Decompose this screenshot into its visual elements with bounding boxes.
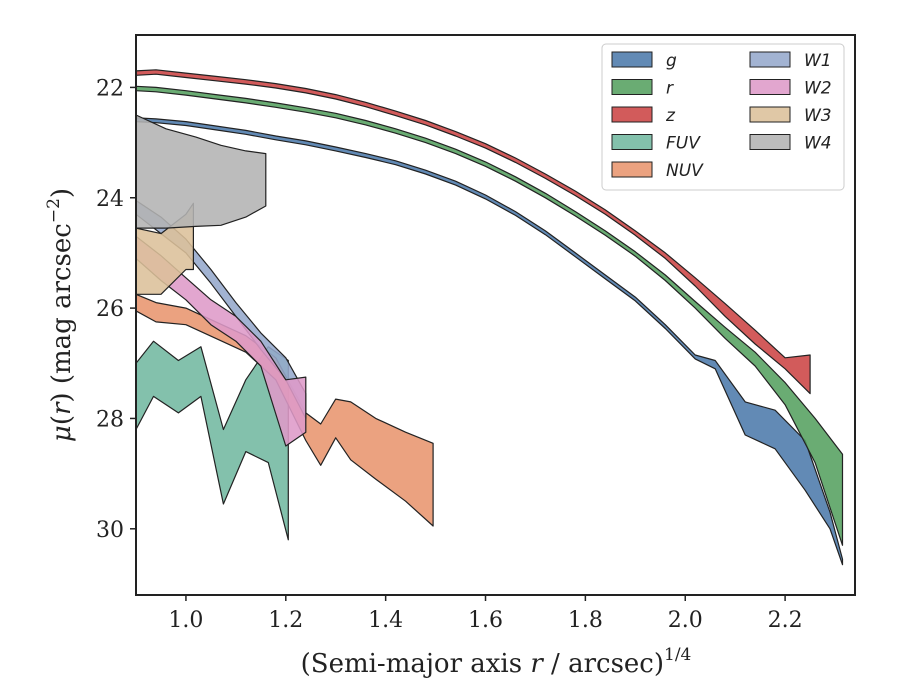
legend-swatch-w3 (749, 106, 791, 123)
x-axis-label-post: / arcsec) (543, 649, 664, 679)
series-layer (136, 69, 844, 566)
y-tick-label: 22 (96, 76, 124, 101)
x-tick-label: 1.6 (468, 608, 503, 633)
legend: grz FUV NUV W1 W2 W3 W4 (601, 43, 845, 191)
legend-label-fuv: FUV (666, 134, 701, 154)
legend-label-g: g (666, 51, 677, 71)
y-axis-label-var: r (47, 401, 77, 415)
y-axis-label-unit: (mag arcsec (47, 223, 77, 392)
plot-frame (135, 34, 856, 596)
legend-swatch-z (611, 106, 653, 123)
x-axis-label-pre: (Semi-major axis (301, 649, 531, 679)
legend-swatch-w4 (749, 134, 791, 150)
legend-swatch-fuv (611, 134, 653, 150)
legend-label-z: z (665, 106, 676, 126)
legend-label-w4: W4 (804, 134, 832, 154)
x-axis-label-var: r (530, 649, 544, 679)
legend-label-nuv: NUV (666, 161, 704, 181)
y-axis-label-mu: μ (47, 425, 77, 442)
legend-swatch-nuv (611, 161, 653, 178)
legend-swatch-w2 (749, 79, 791, 95)
x-axis-label: (Semi-major axis r / arcsec)1/4 (301, 645, 692, 679)
y-axis-label-exponent: −2 (44, 198, 64, 223)
y-axis-label: μ(r) (mag arcsec−2) (44, 188, 77, 442)
series-band-r (136, 85, 844, 546)
y-tick-label: 24 (96, 187, 124, 212)
y-tick-label: 26 (96, 297, 124, 322)
series-band-z (136, 69, 811, 395)
series-band-w4 (136, 114, 267, 229)
y-axis-label-close: ) (47, 392, 77, 402)
legend-swatch-w1 (749, 51, 791, 68)
y-axis-label-open: ( (47, 415, 77, 425)
y-tick-label: 28 (96, 407, 124, 432)
axis-ticks: 1.0 1.2 1.4 1.6 1.8 2.0 2.2 22 24 26 28 30 (96, 76, 803, 633)
x-tick-label: 1.8 (568, 608, 603, 633)
x-tick-label: 2.2 (768, 608, 803, 633)
y-axis-label-end: ) (47, 188, 77, 198)
legend-swatch-r (611, 79, 653, 95)
series-band-w2 (136, 235, 307, 447)
legend-label-r: r (666, 79, 674, 99)
legend-label-w2: W2 (804, 79, 832, 99)
x-tick-label: 1.0 (168, 608, 203, 633)
x-axis-label-exponent: 1/4 (664, 645, 691, 665)
y-tick-label: 30 (96, 518, 124, 543)
x-tick-label: 1.2 (268, 608, 303, 633)
x-tick-label: 1.4 (368, 608, 403, 633)
legend-label-w3: W3 (804, 106, 832, 126)
series-band-g (136, 117, 844, 566)
series-band-fuv (136, 340, 289, 541)
legend-label-w1: W1 (804, 51, 832, 71)
x-tick-label: 2.0 (668, 608, 703, 633)
legend-swatch-g (611, 51, 653, 68)
